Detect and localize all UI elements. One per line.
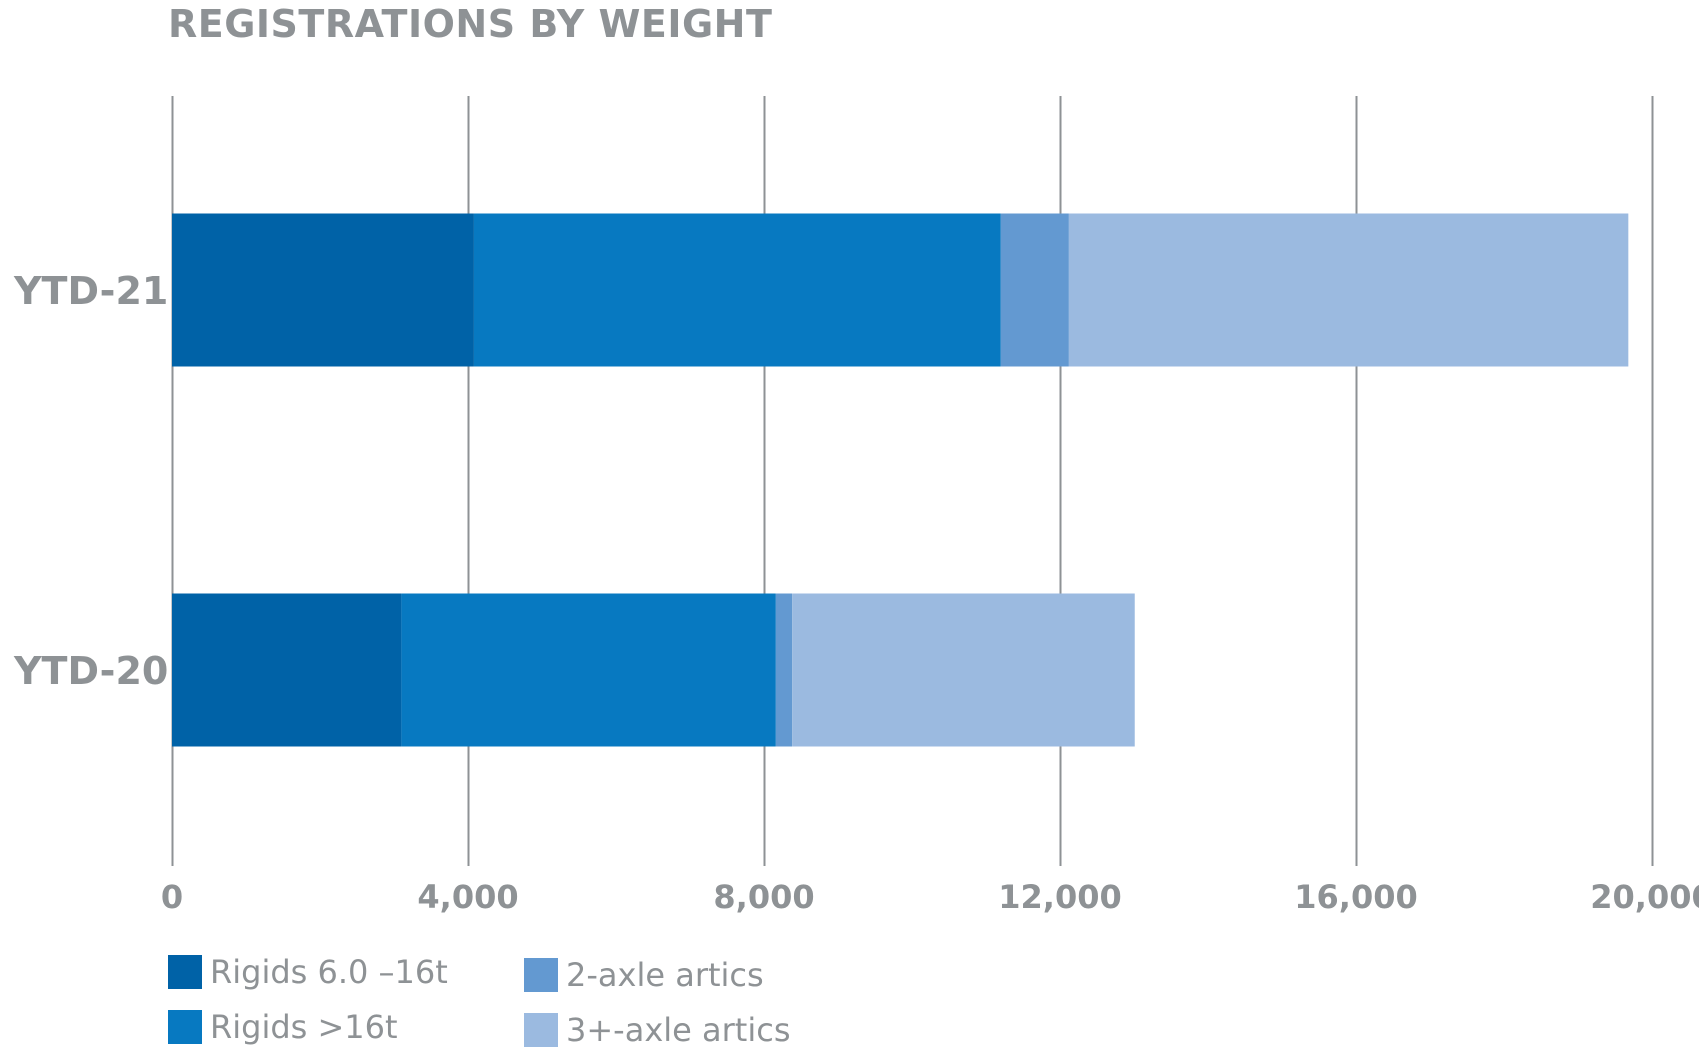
- x-tick-label-16-000: 16,000: [1294, 878, 1417, 916]
- x-tick-label-12-000: 12,000: [998, 878, 1121, 916]
- legend-label: Rigids >16t: [210, 1008, 398, 1046]
- legend-item-rigids-6-16t: Rigids 6.0 –16t: [168, 954, 448, 990]
- x-tick-label-0: 0: [161, 878, 183, 916]
- x-tick-label-4-000: 4,000: [417, 878, 518, 916]
- legend-swatch: [524, 1013, 558, 1047]
- legend-label: 3+-axle artics: [566, 1011, 791, 1049]
- legend-swatch: [168, 1010, 202, 1044]
- legend-item-3-plus-axle-artics: 3+-axle artics: [524, 1012, 790, 1048]
- legend-item-rigids-over-16t: Rigids >16t: [168, 1009, 398, 1045]
- legend-label: 2-axle artics: [566, 956, 764, 994]
- chart-title: REGISTRATIONS BY WEIGHT: [168, 2, 773, 46]
- legend-item-2-axle-artics: 2-axle artics: [524, 957, 764, 993]
- bar-ytd-20-rigids-16t: [401, 593, 776, 747]
- category-label-ytd-20: YTD-20: [13, 649, 168, 693]
- bar-ytd-21-rigids-6-0-16t: [172, 213, 474, 367]
- legend-label: Rigids 6.0 –16t: [210, 953, 448, 991]
- bars: [172, 213, 1629, 747]
- category-label-ytd-21: YTD-21: [13, 269, 168, 313]
- x-tick-label-8-000: 8,000: [713, 878, 814, 916]
- bar-ytd-21-3-axle-artics: [1068, 213, 1629, 367]
- y-axis-category-labels: YTD-21 YTD-20: [13, 269, 168, 693]
- bar-ytd-20-3-axle-artics: [792, 593, 1135, 747]
- x-axis-tick-labels: 0 4,000 8,000 12,000 16,000 20,000: [161, 878, 1699, 916]
- bar-ytd-20-2-axle-artics: [775, 593, 793, 747]
- bar-ytd-21-2-axle-artics: [1000, 213, 1069, 367]
- gridlines: [171, 96, 1654, 866]
- bar-ytd-21-rigids-16t: [473, 213, 1001, 367]
- legend-swatch: [524, 958, 558, 992]
- x-tick-label-20-000: 20,000: [1590, 878, 1699, 916]
- legend-swatch: [168, 955, 202, 989]
- bar-ytd-20-rigids-6-0-16t: [172, 593, 402, 747]
